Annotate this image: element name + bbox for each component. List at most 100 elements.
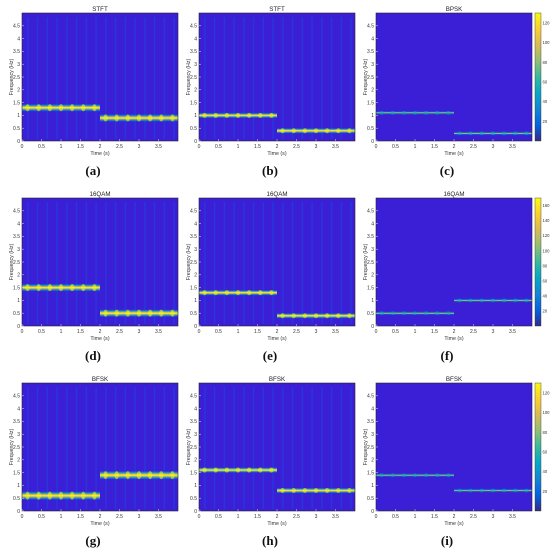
spectral-leakage-streak bbox=[56, 202, 58, 324]
symbol-pulse bbox=[92, 104, 97, 112]
y-tick-label: 1 bbox=[194, 483, 197, 489]
y-axis-label: Frequency (Hz) bbox=[363, 59, 369, 96]
spectral-leakage-streak bbox=[321, 202, 323, 324]
spectral-leakage-streak bbox=[75, 17, 78, 139]
symbol-pulse bbox=[501, 298, 507, 303]
symbol-pulse bbox=[269, 112, 274, 118]
colorbar bbox=[534, 12, 542, 142]
x-tick-label: 3.5 bbox=[155, 514, 162, 520]
symbol-pulse bbox=[347, 128, 352, 134]
spectral-leakage-streak bbox=[173, 202, 175, 324]
y-tick-label: 1.5 bbox=[13, 285, 20, 291]
plot-background bbox=[199, 198, 355, 326]
y-tick-label: 0 bbox=[17, 324, 20, 330]
spectral-leakage-streak bbox=[105, 202, 107, 324]
y-tick-label: 2 bbox=[371, 458, 374, 464]
x-tick-label: 2.5 bbox=[116, 514, 123, 520]
y-tick-label: 1.5 bbox=[367, 285, 374, 291]
x-tick-label: 3 bbox=[138, 144, 141, 150]
colorbar-tick-label: 20 bbox=[543, 119, 548, 124]
spectral-leakage-streak bbox=[163, 387, 166, 509]
spectral-leakage-streak bbox=[252, 387, 255, 509]
y-tick-label: 0 bbox=[371, 324, 374, 330]
spectral-leakage-streak bbox=[46, 387, 49, 509]
x-tick-label: 0.5 bbox=[215, 514, 222, 520]
x-tick-label: 0.5 bbox=[392, 144, 399, 150]
symbol-pulse bbox=[401, 473, 407, 477]
symbol-pulse bbox=[103, 471, 108, 480]
y-tick-label: 2 bbox=[194, 458, 197, 464]
x-tick-label: 1 bbox=[414, 329, 417, 335]
spectral-leakage-streak bbox=[223, 202, 226, 324]
symbol-pulse bbox=[136, 309, 142, 317]
symbol-pulse bbox=[246, 290, 252, 296]
x-tick-label: 3 bbox=[492, 329, 495, 335]
spectral-leakage-streak bbox=[66, 202, 68, 324]
y-tick-label: 1.5 bbox=[190, 100, 197, 106]
y-tick-label: 0 bbox=[371, 509, 374, 515]
y-tick-label: 2.5 bbox=[13, 75, 20, 81]
symbol-pulse bbox=[103, 114, 108, 122]
y-tick-label: 3.5 bbox=[13, 49, 20, 55]
plot-title: 16QAM bbox=[444, 191, 465, 198]
y-tick-label: 4 bbox=[17, 221, 20, 227]
x-tick-label: 3 bbox=[138, 514, 141, 520]
symbol-pulse bbox=[125, 471, 131, 480]
colorbar-tick-label: 100 bbox=[543, 248, 550, 253]
spectral-leakage-streak bbox=[56, 387, 58, 509]
symbol-pulse bbox=[280, 313, 285, 319]
symbol-pulse bbox=[224, 290, 230, 296]
spectral-leakage-streak bbox=[173, 387, 175, 509]
spectral-leakage-streak bbox=[291, 387, 294, 509]
symbol-pulse bbox=[336, 487, 341, 494]
spectrogram-panel: BFSK 0 0.5 1 1.5 2 2.5 3 3.5 0 0.5 1 1.5 2 2.5 3 3.5 4 4.5… bbox=[362, 375, 550, 555]
x-tick-label: 0 bbox=[375, 514, 378, 520]
x-tick-label: 3 bbox=[315, 329, 318, 335]
symbol-pulse bbox=[170, 114, 175, 122]
x-tick-label: 0 bbox=[198, 144, 201, 150]
spectral-leakage-streak bbox=[252, 17, 255, 139]
symbol-pulse bbox=[379, 473, 384, 477]
spectral-leakage-streak bbox=[340, 202, 343, 324]
colorbar-tick-label: 160 bbox=[543, 203, 550, 208]
x-tick-label: 1 bbox=[237, 329, 240, 335]
symbol-pulse bbox=[390, 311, 395, 315]
symbol-pulse bbox=[58, 104, 64, 112]
symbol-pulse bbox=[302, 313, 308, 319]
spectral-leakage-streak bbox=[85, 202, 88, 324]
plot-background bbox=[22, 198, 178, 326]
symbol-pulse bbox=[313, 128, 319, 134]
spectrogram-plot: BFSK 0 0.5 1 1.5 2 2.5 3 3.5 0 0.5 1 1.5 2 2.5 3 3.5 4 4.5… bbox=[186, 376, 356, 527]
symbol-pulse bbox=[302, 128, 308, 134]
spectral-leakage-streak bbox=[272, 17, 274, 139]
spectral-leakage-streak bbox=[114, 387, 117, 509]
y-tick-label: 4 bbox=[17, 406, 20, 412]
spectral-leakage-streak bbox=[95, 387, 97, 509]
x-tick-label: 0 bbox=[198, 329, 201, 335]
spectral-leakage-streak bbox=[124, 17, 127, 139]
x-tick-label: 2 bbox=[99, 329, 102, 335]
colorbar-tick-label: 60 bbox=[543, 80, 548, 85]
symbol-pulse bbox=[280, 128, 285, 134]
x-tick-label: 1.5 bbox=[431, 144, 438, 150]
x-tick-label: 3 bbox=[492, 144, 495, 150]
y-tick-label: 3 bbox=[371, 432, 374, 438]
y-tick-label: 2 bbox=[371, 273, 374, 279]
spectral-leakage-streak bbox=[124, 387, 127, 509]
y-tick-label: 1 bbox=[371, 483, 374, 489]
x-tick-label: 1 bbox=[237, 514, 240, 520]
symbol-pulse bbox=[136, 114, 142, 122]
x-tick-label: 0.5 bbox=[215, 329, 222, 335]
panel-caption: (e) bbox=[185, 348, 355, 364]
x-tick-label: 2 bbox=[453, 144, 456, 150]
y-tick-label: 3 bbox=[194, 247, 197, 253]
symbol-pulse bbox=[147, 309, 153, 317]
colorbar-tick-label: 40 bbox=[543, 293, 548, 298]
y-tick-label: 1 bbox=[194, 113, 197, 119]
y-tick-label: 4.5 bbox=[13, 394, 20, 400]
spectral-leakage-streak bbox=[36, 202, 39, 324]
panel-caption-text: (i) bbox=[440, 533, 454, 548]
y-tick-label: 2.5 bbox=[190, 260, 197, 266]
colorbar-tick-label: 20 bbox=[543, 489, 548, 494]
y-tick-label: 2.5 bbox=[13, 445, 20, 451]
